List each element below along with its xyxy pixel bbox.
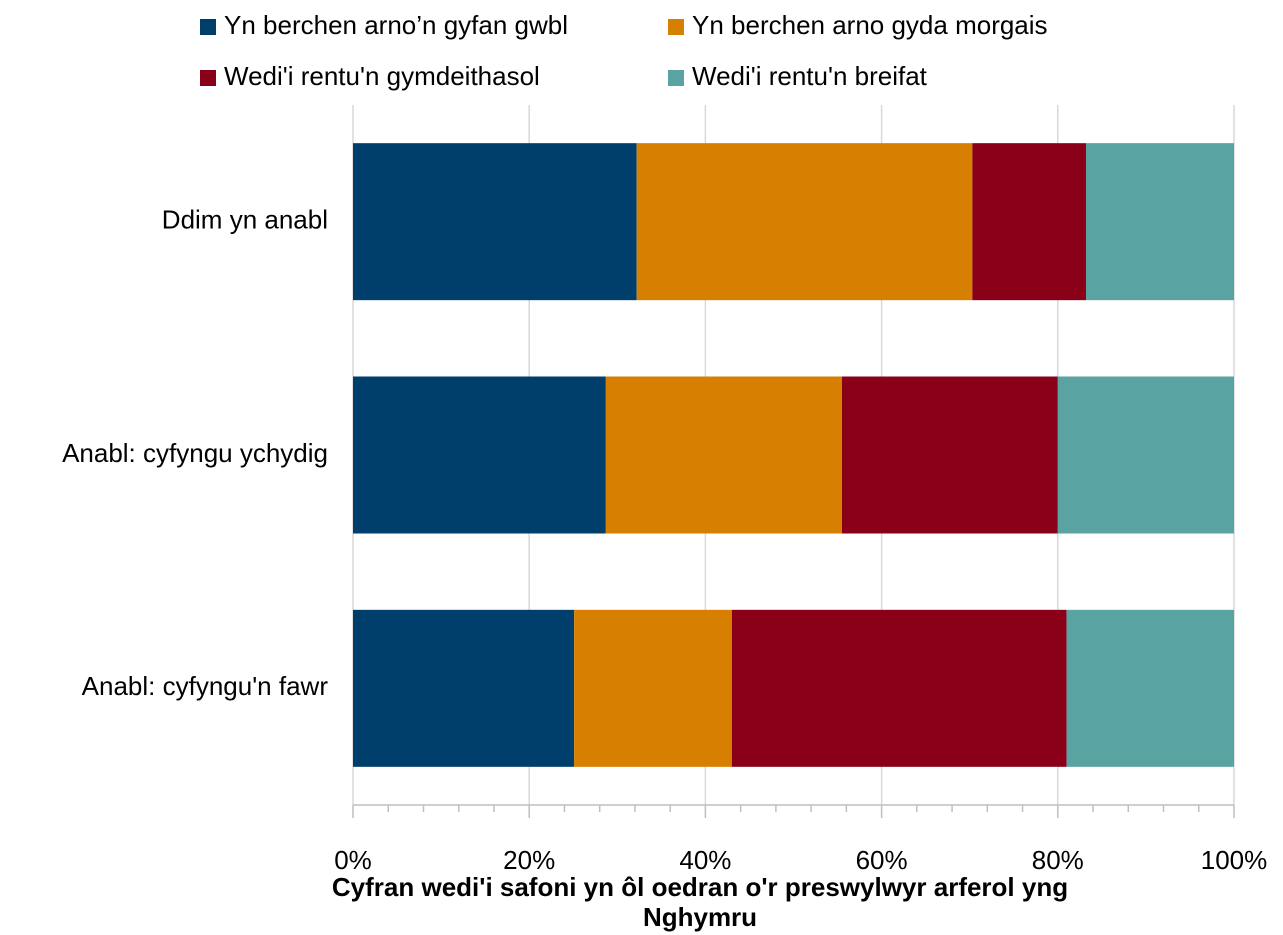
bar-segment [1057, 376, 1234, 534]
x-tick-label: 20% [503, 845, 555, 875]
bar-segment [605, 376, 842, 534]
legend-label: Yn berchen arno gyda morgais [692, 10, 1048, 40]
legend-label: Wedi'i rentu'n breifat [692, 61, 928, 91]
legend-label: Wedi'i rentu'n gymdeithasol [224, 61, 540, 91]
legend-label: Yn berchen arno’n gyfan gwbl [224, 10, 568, 40]
y-tick-label: Anabl: cyfyngu ychydig [62, 438, 328, 468]
legend-swatch [200, 19, 216, 35]
legend-swatch [200, 70, 216, 86]
bar-segment [353, 376, 606, 534]
x-axis-title: Cyfran wedi'i safoni yn ôl oedran o'r pr… [331, 872, 1069, 932]
y-tick-label: Anabl: cyfyngu'n fawr [82, 671, 329, 701]
legend-swatch [668, 70, 684, 86]
bar-segment [574, 609, 732, 767]
x-tick-label: 100% [1201, 845, 1268, 875]
bar-segment [731, 609, 1067, 767]
bar-segment [841, 376, 1058, 534]
bar-segment [353, 609, 575, 767]
x-tick-label: 40% [679, 845, 731, 875]
x-tick-label: 60% [856, 845, 908, 875]
bar-segment [353, 143, 637, 301]
x-tick-label: 0% [334, 845, 372, 875]
legend-swatch [668, 19, 684, 35]
bar-segment [1085, 143, 1234, 301]
bar-segment [972, 143, 1086, 301]
y-tick-label: Ddim yn anabl [162, 205, 328, 235]
x-tick-label: 80% [1032, 845, 1084, 875]
bar-segment [636, 143, 973, 301]
bar-segment [1066, 609, 1234, 767]
